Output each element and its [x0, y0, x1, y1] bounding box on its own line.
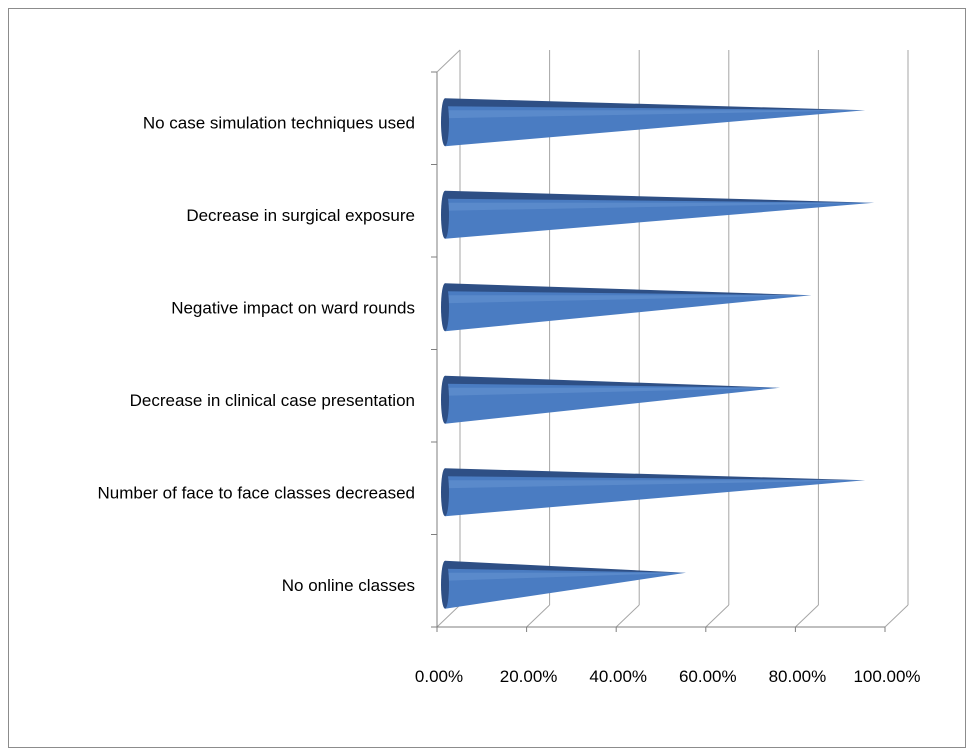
- bar-highlight: [445, 295, 812, 304]
- bar-top: [445, 190, 875, 203]
- bar-face: [445, 289, 812, 332]
- floor-line: [615, 604, 640, 628]
- category-label: No online classes: [282, 576, 415, 595]
- bar-base: [441, 190, 449, 239]
- cone-bar-chart: No online classes Number of face to face …: [98, 49, 921, 686]
- axes: [431, 49, 886, 632]
- bar-base: [441, 560, 449, 609]
- bar-top: [445, 98, 866, 111]
- bar-top: [445, 375, 781, 388]
- bar-face: [445, 104, 866, 147]
- bar: [441, 98, 866, 147]
- x-tick-label: 80.00%: [769, 667, 827, 686]
- bar-base: [441, 98, 449, 147]
- category-label: Number of face to face classes decreased: [98, 483, 416, 502]
- bar-top: [445, 283, 812, 296]
- bar-base: [441, 468, 449, 517]
- x-tick-label: 0.00%: [415, 667, 463, 686]
- bar: [441, 468, 866, 517]
- bar: [441, 560, 686, 609]
- x-tick-label: 40.00%: [589, 667, 647, 686]
- wall-top-edge: [436, 49, 461, 73]
- x-tick-label: 100.00%: [853, 667, 920, 686]
- bar-highlight: [445, 110, 866, 119]
- category-label: Decrease in clinical case presentation: [130, 391, 415, 410]
- bar: [441, 190, 875, 239]
- bar-face: [445, 566, 686, 609]
- floor-line: [526, 604, 550, 628]
- category-labels: No online classes Number of face to face …: [98, 113, 416, 595]
- category-label: No case simulation techniques used: [143, 113, 415, 132]
- bars: [441, 98, 875, 609]
- category-label: Negative impact on ward rounds: [171, 298, 415, 317]
- x-tick-label: 20.00%: [500, 667, 558, 686]
- bar-highlight: [445, 480, 866, 489]
- bar-face: [445, 474, 866, 517]
- floor-line: [795, 604, 819, 628]
- x-tick-labels: 0.00% 20.00% 40.00% 60.00% 80.00% 100.00%: [415, 667, 921, 686]
- category-label: Decrease in surgical exposure: [186, 206, 415, 225]
- bar-highlight: [445, 202, 875, 211]
- bar-highlight: [445, 572, 686, 581]
- bar-highlight: [445, 387, 781, 396]
- floor-line: [884, 604, 909, 628]
- x-tick-label: 60.00%: [679, 667, 737, 686]
- bar: [441, 283, 812, 332]
- floor-line: [705, 604, 730, 628]
- bar-face: [445, 196, 875, 239]
- bar-top: [445, 560, 686, 573]
- bar-base: [441, 375, 449, 424]
- floor-line: [436, 604, 461, 628]
- bar: [441, 375, 781, 424]
- bar-base: [441, 283, 449, 332]
- bar-face: [445, 381, 781, 424]
- bar-top: [445, 468, 866, 481]
